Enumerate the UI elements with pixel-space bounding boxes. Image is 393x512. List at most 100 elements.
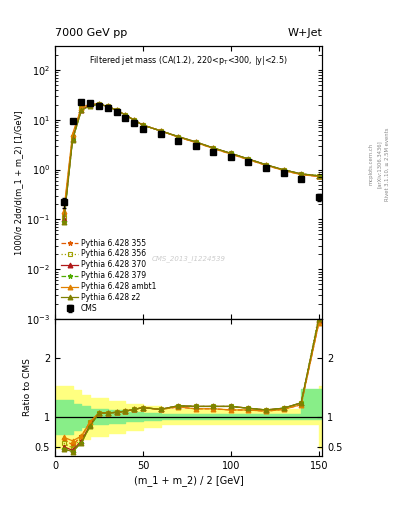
Pythia 6.428 356 <box>97 101 101 107</box>
Y-axis label: Ratio to CMS: Ratio to CMS <box>23 358 32 416</box>
Pythia 6.428 z2 <box>281 167 286 173</box>
Y-axis label: 1000/σ 2dσ/d(m_1 + m_2) [1/GeV]: 1000/σ 2dσ/d(m_1 + m_2) [1/GeV] <box>15 110 24 255</box>
Pythia 6.428 379 <box>105 103 110 110</box>
Pythia 6.428 z2 <box>211 145 216 151</box>
Text: 7000 GeV pp: 7000 GeV pp <box>55 28 127 38</box>
Text: W+Jet: W+Jet <box>287 28 322 38</box>
Pythia 6.428 z2 <box>61 219 66 225</box>
Pythia 6.428 z2 <box>264 162 268 168</box>
Pythia 6.428 ambt1 <box>79 104 84 111</box>
Pythia 6.428 379 <box>123 112 128 118</box>
Pythia 6.428 ambt1 <box>264 162 268 168</box>
Text: Rivet 3.1.10, ≥ 2.5M events: Rivet 3.1.10, ≥ 2.5M events <box>385 127 389 201</box>
Pythia 6.428 379 <box>211 145 216 151</box>
Pythia 6.428 355 <box>264 162 268 168</box>
Pythia 6.428 356 <box>132 117 136 123</box>
Pythia 6.428 379 <box>228 150 233 156</box>
Pythia 6.428 356 <box>246 156 251 162</box>
Pythia 6.428 379 <box>246 156 251 162</box>
Pythia 6.428 355 <box>211 145 216 152</box>
Pythia 6.428 ambt1 <box>316 174 321 180</box>
Pythia 6.428 356 <box>114 107 119 113</box>
Pythia 6.428 356 <box>88 101 92 107</box>
Pythia 6.428 z2 <box>316 173 321 179</box>
Pythia 6.428 379 <box>141 122 145 128</box>
Pythia 6.428 379 <box>264 162 268 168</box>
Pythia 6.428 356 <box>264 162 268 168</box>
Pythia 6.428 z2 <box>79 107 84 113</box>
Pythia 6.428 ambt1 <box>61 207 66 214</box>
Pythia 6.428 379 <box>61 219 66 225</box>
Pythia 6.428 ambt1 <box>105 103 110 110</box>
Pythia 6.428 370 <box>316 173 321 179</box>
Pythia 6.428 379 <box>281 167 286 173</box>
Pythia 6.428 370 <box>281 167 286 173</box>
Line: Pythia 6.428 z2: Pythia 6.428 z2 <box>61 102 321 224</box>
Pythia 6.428 370 <box>61 217 66 223</box>
Pythia 6.428 370 <box>228 150 233 156</box>
Pythia 6.428 370 <box>97 101 101 107</box>
Pythia 6.428 355 <box>70 133 75 139</box>
Pythia 6.428 ambt1 <box>97 101 101 107</box>
Pythia 6.428 379 <box>114 107 119 113</box>
Text: CMS_2013_I1224539: CMS_2013_I1224539 <box>152 255 226 263</box>
Pythia 6.428 ambt1 <box>193 139 198 145</box>
Pythia 6.428 379 <box>70 137 75 143</box>
Pythia 6.428 355 <box>97 101 101 107</box>
Pythia 6.428 ambt1 <box>211 145 216 152</box>
Pythia 6.428 z2 <box>70 137 75 143</box>
Pythia 6.428 370 <box>264 162 268 168</box>
Pythia 6.428 355 <box>105 103 110 110</box>
Pythia 6.428 ambt1 <box>88 101 92 107</box>
Pythia 6.428 z2 <box>97 101 101 107</box>
Pythia 6.428 370 <box>299 171 303 177</box>
Pythia 6.428 ambt1 <box>141 122 145 128</box>
Text: Filtered jet mass (CA(1.2), 220<p$_\mathregular{T}$<300, |y|<2.5): Filtered jet mass (CA(1.2), 220<p$_\math… <box>89 54 288 67</box>
Pythia 6.428 355 <box>193 139 198 145</box>
Pythia 6.428 ambt1 <box>158 127 163 134</box>
Pythia 6.428 356 <box>79 105 84 111</box>
Pythia 6.428 356 <box>61 215 66 221</box>
Pythia 6.428 ambt1 <box>228 151 233 157</box>
Pythia 6.428 z2 <box>141 122 145 128</box>
Pythia 6.428 379 <box>79 107 84 113</box>
Pythia 6.428 355 <box>281 167 286 174</box>
Pythia 6.428 356 <box>211 145 216 151</box>
Pythia 6.428 z2 <box>193 139 198 145</box>
Pythia 6.428 356 <box>316 173 321 179</box>
Pythia 6.428 ambt1 <box>114 107 119 113</box>
Pythia 6.428 ambt1 <box>132 117 136 123</box>
Pythia 6.428 355 <box>141 122 145 128</box>
Pythia 6.428 z2 <box>176 134 180 140</box>
Pythia 6.428 ambt1 <box>70 131 75 137</box>
Pythia 6.428 370 <box>246 156 251 162</box>
Pythia 6.428 ambt1 <box>123 112 128 118</box>
Pythia 6.428 356 <box>228 150 233 156</box>
Pythia 6.428 370 <box>123 112 128 118</box>
Pythia 6.428 356 <box>123 112 128 118</box>
Pythia 6.428 355 <box>88 101 92 107</box>
Pythia 6.428 356 <box>193 139 198 145</box>
Pythia 6.428 356 <box>176 134 180 140</box>
Pythia 6.428 370 <box>132 117 136 123</box>
Pythia 6.428 ambt1 <box>176 134 180 140</box>
Pythia 6.428 355 <box>114 107 119 113</box>
Pythia 6.428 370 <box>79 106 84 113</box>
Pythia 6.428 370 <box>88 102 92 109</box>
Pythia 6.428 370 <box>158 127 163 134</box>
Pythia 6.428 370 <box>114 107 119 113</box>
Pythia 6.428 z2 <box>132 117 136 123</box>
Pythia 6.428 ambt1 <box>246 157 251 163</box>
Line: Pythia 6.428 379: Pythia 6.428 379 <box>61 102 321 224</box>
Pythia 6.428 355 <box>316 174 321 180</box>
Pythia 6.428 ambt1 <box>299 172 303 178</box>
Pythia 6.428 379 <box>158 127 163 134</box>
Line: Pythia 6.428 370: Pythia 6.428 370 <box>61 102 321 222</box>
Pythia 6.428 355 <box>79 104 84 111</box>
Pythia 6.428 355 <box>123 112 128 118</box>
Pythia 6.428 z2 <box>228 150 233 156</box>
Pythia 6.428 370 <box>70 136 75 142</box>
Pythia 6.428 356 <box>281 167 286 173</box>
X-axis label: (m_1 + m_2) / 2 [GeV]: (m_1 + m_2) / 2 [GeV] <box>134 475 244 485</box>
Pythia 6.428 356 <box>299 171 303 177</box>
